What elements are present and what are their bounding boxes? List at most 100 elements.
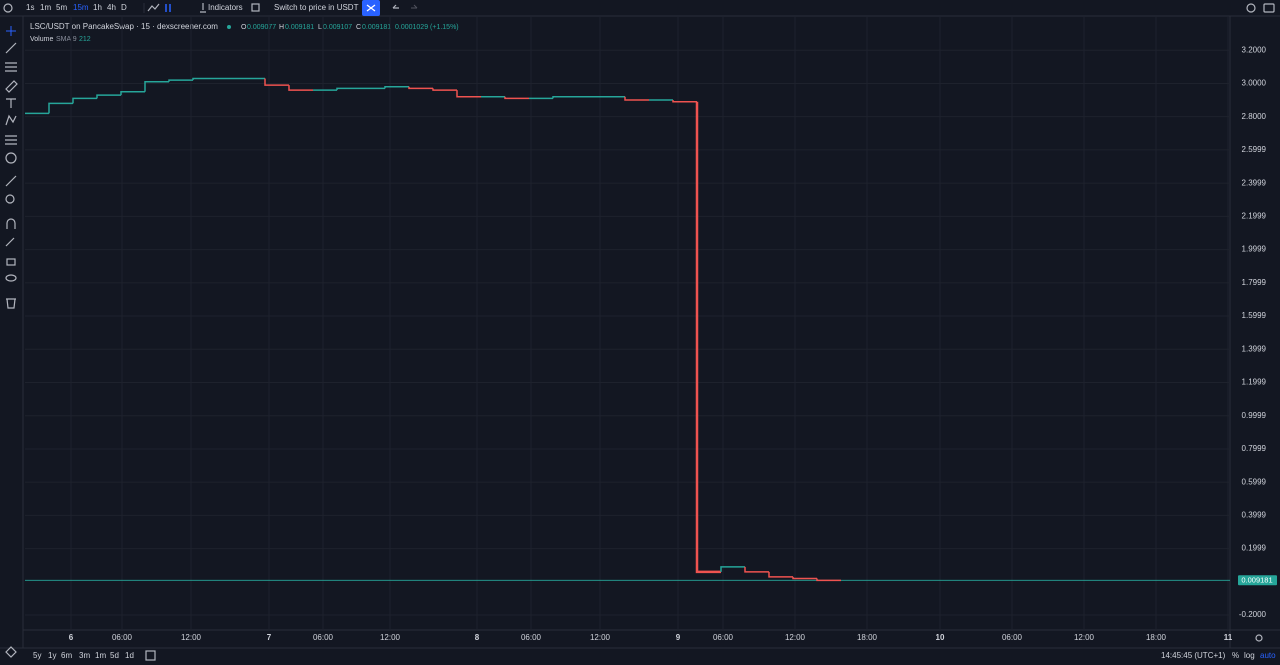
range-button[interactable]: 1m — [95, 651, 106, 660]
last-price-label: 0.009181 — [1241, 575, 1272, 584]
y-tick-label: 3.2000 — [1242, 45, 1267, 54]
x-tick-label: 8 — [475, 633, 480, 642]
legend-change: 0.0001029 (+1.15%) — [395, 24, 459, 31]
legend-key: O — [241, 24, 247, 31]
price-step — [744, 566, 769, 573]
indicators-icon[interactable] — [200, 3, 206, 13]
y-tick-label: 1.3999 — [1242, 344, 1267, 353]
y-tick-label: 2.1999 — [1242, 211, 1267, 220]
y-tick-label: 0.3999 — [1242, 511, 1267, 520]
legend-key: L — [318, 24, 322, 31]
price-step — [816, 578, 841, 582]
trend-line-tool[interactable] — [5, 42, 17, 54]
indicators-button[interactable]: Indicators — [208, 3, 243, 12]
add-symbol[interactable] — [3, 3, 13, 13]
brush-tool[interactable] — [5, 80, 18, 93]
x-tick-label: 06:00 — [1002, 633, 1023, 642]
interval-button[interactable]: D — [121, 3, 127, 12]
price-step — [144, 81, 169, 92]
left-toolbar — [5, 26, 18, 658]
x-tick-label: 18:00 — [1146, 633, 1167, 642]
price-step — [408, 86, 433, 90]
legend-high: 0.009181 — [285, 24, 314, 31]
legend-title: LSC/USDT on PancakeSwap · 15 · dexscreen… — [30, 22, 218, 31]
y-tick-label: 0.1999 — [1242, 544, 1267, 553]
fullscreen-icon — [366, 4, 376, 12]
delete-tool[interactable] — [6, 298, 16, 309]
hide-tool[interactable] — [5, 274, 17, 282]
status-dot — [227, 25, 231, 29]
price-step — [120, 91, 145, 96]
go-to-date[interactable] — [145, 650, 156, 661]
legend-close: 0.009181 — [362, 24, 391, 31]
chart-type[interactable] — [147, 3, 160, 12]
candle-type[interactable] — [165, 4, 171, 12]
range-button[interactable]: 1d — [125, 651, 134, 660]
price-step — [456, 90, 481, 98]
axis-settings[interactable] — [1255, 634, 1263, 642]
price-step — [288, 85, 313, 91]
range-button[interactable]: 1y — [48, 651, 56, 660]
sma-label: SMA 9 — [56, 36, 77, 43]
x-tick-label: 6 — [69, 633, 74, 642]
volume-label: Volume — [30, 36, 53, 43]
pattern-tool[interactable] — [5, 114, 17, 126]
switch-price-button[interactable]: Switch to price in USDT — [274, 3, 359, 12]
y-tick-label: 0.5999 — [1242, 477, 1267, 486]
interval-button[interactable]: 15m — [73, 3, 89, 12]
x-tick-label: 12:00 — [590, 633, 611, 642]
log-toggle[interactable]: log — [1244, 651, 1255, 660]
ruler-tool[interactable] — [5, 175, 17, 187]
settings[interactable] — [1246, 3, 1256, 13]
x-tick-label: 12:00 — [785, 633, 806, 642]
layout-icon[interactable] — [251, 3, 260, 12]
price-step — [624, 96, 649, 101]
y-tick-label: -0.2000 — [1239, 610, 1267, 619]
x-tick-label: 12:00 — [380, 633, 401, 642]
range-button[interactable]: 5d — [110, 651, 119, 660]
object-tree[interactable] — [5, 646, 17, 658]
x-tick-label: 18:00 — [857, 633, 878, 642]
percent-toggle[interactable]: % — [1232, 651, 1239, 660]
crosshair-tool[interactable] — [6, 26, 16, 36]
lock-drawings[interactable] — [5, 237, 15, 247]
y-tick-label: 2.8000 — [1242, 112, 1267, 121]
interval-button[interactable]: 4h — [107, 3, 116, 12]
y-tick-label: 0.9999 — [1242, 411, 1267, 420]
x-tick-label: 7 — [267, 633, 272, 642]
legend-low: 0.009107 — [323, 24, 352, 31]
y-tick-label: 1.1999 — [1242, 378, 1267, 387]
undo[interactable] — [392, 4, 399, 9]
redo[interactable] — [411, 4, 418, 9]
auto-toggle[interactable]: auto — [1260, 651, 1276, 660]
x-tick-label: 06:00 — [313, 633, 334, 642]
interval-button[interactable]: 1h — [93, 3, 102, 12]
price-step — [504, 96, 529, 100]
fib-tool[interactable] — [5, 62, 17, 72]
lock-tool[interactable] — [6, 258, 16, 266]
price-step — [792, 576, 817, 580]
icon-tool[interactable] — [5, 152, 17, 164]
prediction-tool[interactable] — [5, 135, 17, 145]
range-button[interactable]: 3m — [79, 651, 90, 660]
sma-value: 212 — [79, 36, 91, 43]
price-step — [48, 102, 73, 114]
legend-key: H — [279, 24, 284, 31]
interval-button[interactable]: 1s — [26, 3, 34, 12]
interval-button[interactable]: 1m — [40, 3, 51, 12]
screenshot[interactable] — [1263, 3, 1275, 13]
zoom-tool[interactable] — [5, 194, 15, 204]
y-tick-label: 1.9999 — [1242, 245, 1267, 254]
interval-button[interactable]: 5m — [56, 3, 67, 12]
range-button[interactable]: 6m — [61, 651, 72, 660]
text-tool[interactable] — [6, 98, 16, 108]
magnet-tool[interactable] — [6, 218, 16, 229]
y-tick-label: 3.0000 — [1242, 79, 1267, 88]
price-step — [768, 571, 793, 578]
range-button[interactable]: 5y — [33, 651, 41, 660]
x-tick-label: 06:00 — [112, 633, 133, 642]
price-step — [192, 77, 217, 81]
price-step — [672, 100, 697, 103]
